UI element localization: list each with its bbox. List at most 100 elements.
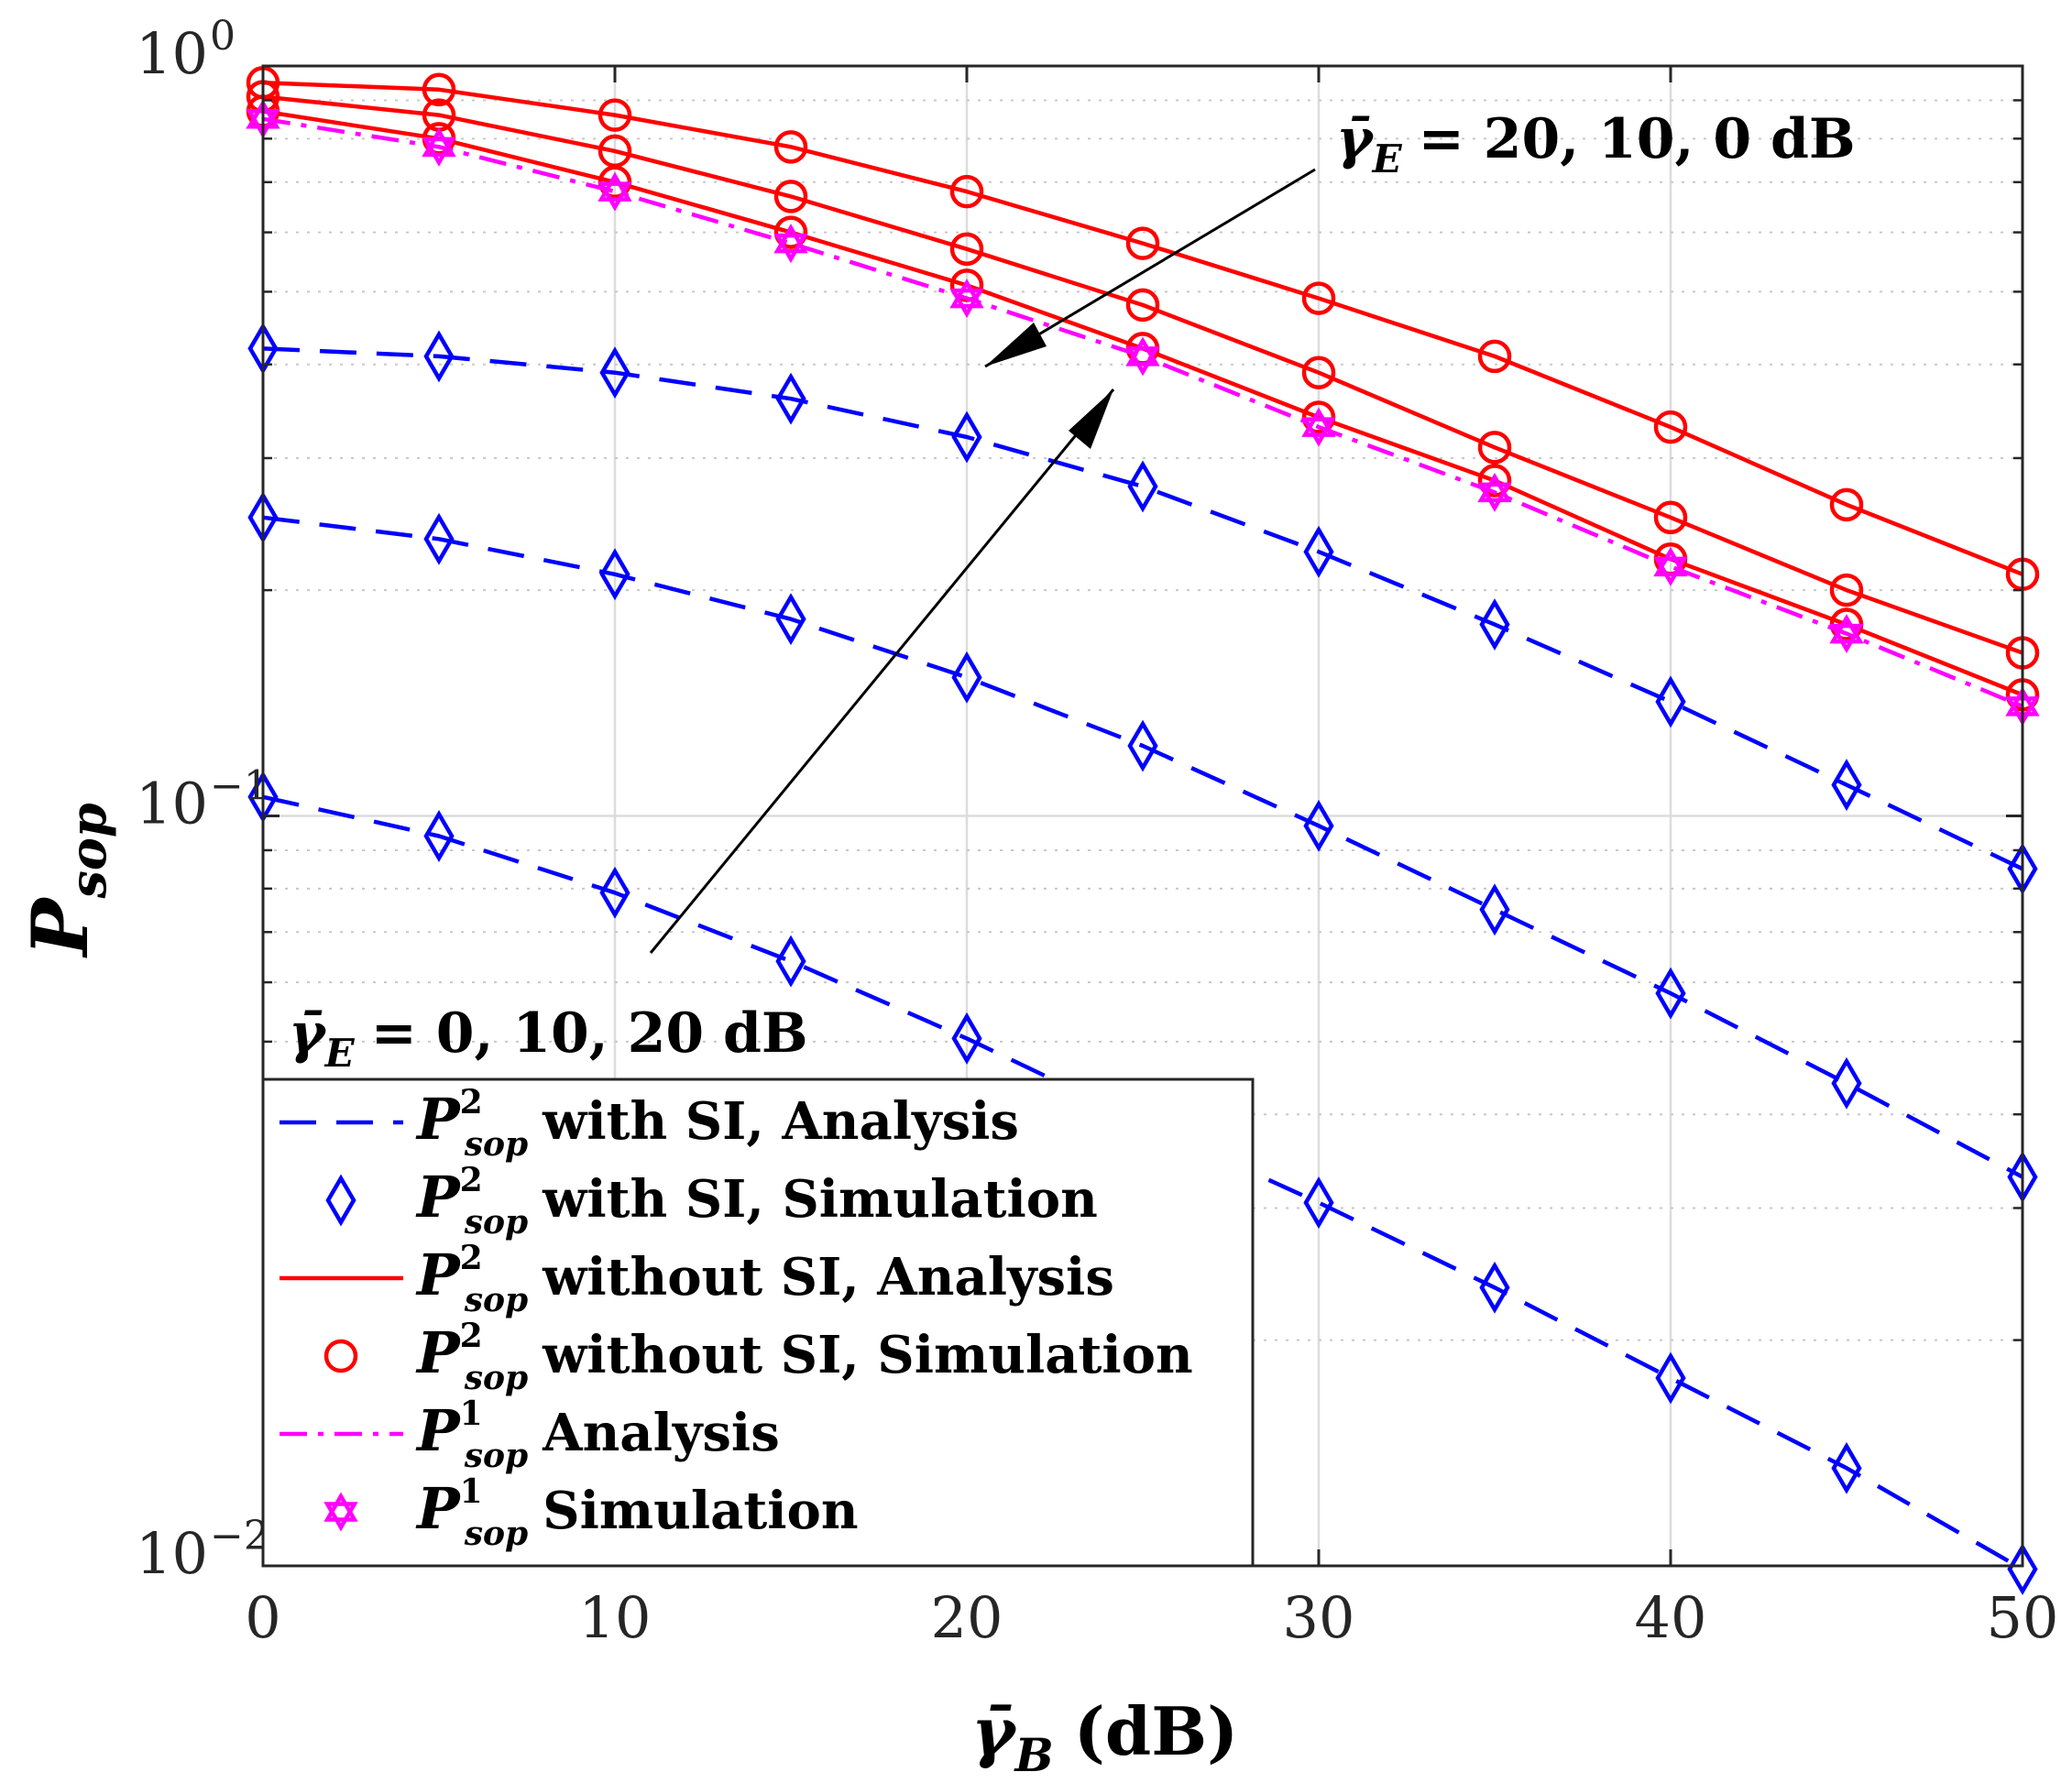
legend-symbol: P	[415, 1397, 462, 1464]
y-tick-exponent: −2	[210, 1513, 269, 1559]
data-point	[775, 593, 806, 646]
data-point	[1303, 799, 1334, 852]
data-point	[1301, 407, 1336, 437]
legend-symbol: P	[415, 1086, 462, 1153]
legend-text: Analysis	[542, 1403, 780, 1463]
data-point	[1303, 525, 1334, 578]
data-point-b	[1829, 623, 1864, 654]
legend-subscript: sop	[464, 1437, 528, 1475]
data-point	[599, 346, 630, 399]
y-tick-label: 10	[136, 20, 208, 87]
legend-text: with SI, Analysis	[542, 1091, 1019, 1152]
legend-label: P2 sop with SI, Analysis	[415, 1083, 1019, 1164]
data-point	[951, 410, 982, 464]
legend-subscript: sop	[464, 1125, 528, 1164]
data-point	[423, 512, 455, 565]
annotation-top: γ̄E = 20, 10, 0 dB	[1336, 107, 1856, 181]
data-point	[1653, 500, 1688, 535]
data-point-b	[1301, 417, 1336, 447]
series-line	[262, 94, 2023, 655]
data-point	[775, 935, 806, 988]
legend-entry-2: P2 sop without SI, Analysis	[280, 1239, 1114, 1319]
legend-marker-sample	[325, 1174, 356, 1227]
legend-subscript: sop	[464, 1281, 528, 1319]
data-point	[599, 866, 630, 919]
legend-subscript: sop	[464, 1203, 528, 1242]
data-point	[1479, 883, 1510, 936]
annotation-bottom-text: = 0, 10, 20 dB	[371, 1001, 808, 1066]
data-point	[949, 174, 984, 209]
legend-symbol: P	[415, 1164, 462, 1231]
annotation-bottom-subscript: E	[324, 1031, 356, 1076]
legend-superscript: 2	[460, 1239, 483, 1277]
series-0	[246, 65, 2040, 592]
legend-marker-sample	[323, 1492, 358, 1522]
legend-label: P2 sop without SI, Analysis	[415, 1239, 1114, 1319]
x-tick-label: 10	[579, 1584, 652, 1651]
data-point	[949, 232, 984, 267]
annotation-top-symbol: γ̄	[1336, 107, 1375, 171]
data-point	[1829, 573, 1864, 607]
legend-label: P2 sop without SI, Simulation	[415, 1317, 1193, 1397]
legend-entry-3: P2 sop without SI, Simulation	[323, 1317, 1193, 1397]
data-point	[1127, 460, 1158, 513]
data-point	[773, 180, 808, 213]
data-point	[1125, 336, 1160, 366]
data-point-b	[422, 137, 456, 167]
y-axis-label-symbol: P	[15, 896, 105, 958]
data-point	[1653, 546, 1688, 577]
y-tick-exponent: −1	[210, 763, 269, 810]
data-point	[1477, 431, 1512, 465]
data-point	[599, 548, 630, 601]
legend-entry-5: P1 sop Simulation	[323, 1472, 859, 1553]
x-tick-label: 0	[245, 1584, 280, 1651]
x-tick-label: 40	[1635, 1584, 1707, 1651]
legend-subscript: sop	[464, 1359, 528, 1397]
data-point	[951, 651, 982, 704]
y-axis-label: Psop	[15, 803, 117, 958]
annotation-bottom-symbol: γ̄	[289, 1001, 327, 1066]
annotation-arrow-top	[984, 168, 1316, 368]
legend-entry-1: P2 sop with SI, Simulation	[325, 1161, 1098, 1242]
data-point	[1477, 464, 1512, 498]
y-tick-exponent: 0	[210, 13, 236, 60]
legend-superscript: 1	[460, 1472, 483, 1511]
data-point-b	[949, 288, 984, 319]
legend-label: P1 sop Simulation	[415, 1472, 859, 1553]
annotation-top-subscript: E	[1372, 137, 1403, 181]
data-point-b	[597, 181, 632, 212]
data-point	[1831, 1056, 1862, 1110]
data-point	[949, 279, 984, 309]
data-point	[1477, 472, 1512, 503]
data-point	[1301, 356, 1336, 389]
series-1	[246, 80, 2040, 670]
annotation-bottom: γ̄E = 0, 10, 20 dB	[289, 1001, 808, 1076]
legend-superscript: 1	[460, 1395, 483, 1433]
series-line	[262, 80, 2023, 576]
data-point	[1829, 614, 1864, 644]
annotation-arrow-bottom	[649, 388, 1115, 954]
data-point	[773, 224, 808, 254]
data-point	[773, 215, 808, 249]
data-point-b	[1125, 346, 1160, 377]
data-point	[1655, 675, 1686, 728]
legend-superscript: 2	[460, 1161, 483, 1199]
series-line	[262, 346, 2023, 871]
x-tick-label: 30	[1283, 1584, 1355, 1651]
data-point	[1303, 1176, 1334, 1230]
data-point	[773, 130, 808, 164]
x-axis-label-symbol: γ̄	[971, 1692, 1018, 1770]
data-point	[422, 126, 456, 158]
legend-marker-sample-b	[323, 1502, 358, 1532]
legend-label: P2 sop with SI, Simulation	[415, 1161, 1098, 1242]
data-point	[423, 330, 455, 383]
data-point	[597, 98, 632, 132]
data-point	[951, 1012, 982, 1065]
legend-box	[261, 1077, 1255, 1568]
annotation-arrows	[649, 168, 1316, 954]
data-point	[1655, 1351, 1686, 1405]
data-point-b	[1477, 482, 1512, 512]
annotation-top-text: = 20, 10, 0 dB	[1419, 107, 1856, 171]
series-5	[247, 491, 2038, 1204]
